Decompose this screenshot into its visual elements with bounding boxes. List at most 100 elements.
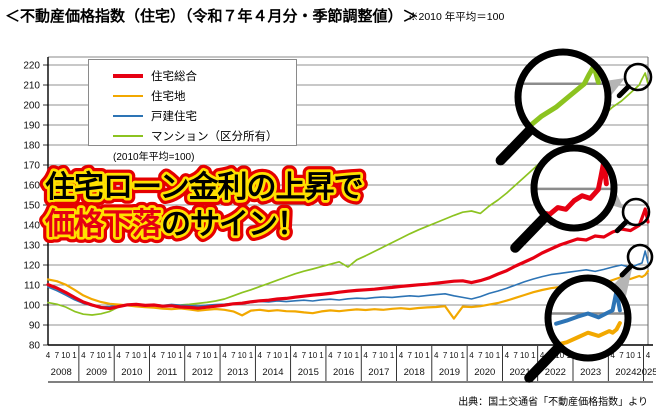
month-tick-label: 1 <box>284 351 289 360</box>
month-tick-label: 4 <box>434 351 439 360</box>
month-tick-label: 10 <box>520 351 529 360</box>
magnified-series-line <box>554 321 622 347</box>
magnifier-handle <box>495 124 536 166</box>
month-tick-label: 7 <box>125 351 130 360</box>
year-label: 2013 <box>227 367 248 378</box>
month-tick-label: 1 <box>72 351 77 360</box>
legend-line-swatch <box>113 135 143 137</box>
year-label: 2025 <box>636 367 656 378</box>
legend-item-2: 住宅地 <box>89 86 296 106</box>
y-tick-label: 90 <box>29 321 41 332</box>
magnifier-decorations <box>495 48 654 383</box>
small-magnifier-handle <box>614 219 629 234</box>
month-tick-label: 10 <box>414 351 423 360</box>
legend-line-swatch <box>113 115 143 117</box>
magnified-series-line <box>539 159 609 217</box>
month-tick-label: 7 <box>372 351 377 360</box>
headline-line1-outline: 住宅ローン金利の上昇で <box>45 170 363 204</box>
month-tick-label: 7 <box>266 351 271 360</box>
headline-line2: 価格下落のサイン！ <box>44 208 306 241</box>
month-tick-label: 1 <box>108 351 113 360</box>
headline-line2-rest-outline: のサイン！ <box>161 208 306 241</box>
small-magnifier-ring <box>623 62 653 92</box>
magnifier-mansion-icon <box>495 48 653 166</box>
magnifier-handle <box>510 211 551 253</box>
month-tick-label: 7 <box>160 351 165 360</box>
month-tick-label: 1 <box>390 351 395 360</box>
year-label: 2014 <box>262 367 283 378</box>
magnifier-ring <box>544 274 632 362</box>
legend-line-swatch <box>113 74 143 78</box>
month-tick-label: 10 <box>61 351 70 360</box>
headline-overlay: 住宅ローン金利の上昇で 住宅ローン金利の上昇で 価格下落のサイン！ 価格下落のサ… <box>38 164 370 247</box>
y-tick-label: 100 <box>23 301 40 312</box>
year-label: 2010 <box>121 367 142 378</box>
y-tick-label: 130 <box>23 241 40 252</box>
magnifier-handle <box>524 341 565 383</box>
month-tick-label: 10 <box>344 351 353 360</box>
month-tick-label: 1 <box>249 351 254 360</box>
y-tick-label: 170 <box>23 161 40 172</box>
year-label: 2020 <box>474 367 495 378</box>
month-tick-label: 10 <box>555 351 564 360</box>
year-label: 2021 <box>509 367 530 378</box>
magnified-content <box>537 159 611 217</box>
headline-line2-em: 価格下落 <box>44 208 163 241</box>
legend-item-1: 住宅総合 <box>89 66 296 86</box>
month-tick-label: 1 <box>178 351 183 360</box>
month-tick-label: 10 <box>308 351 317 360</box>
month-tick-label: 10 <box>379 351 388 360</box>
month-tick-label: 10 <box>202 351 211 360</box>
y-tick-label: 120 <box>23 261 40 272</box>
magnifier-ring <box>514 48 612 146</box>
year-label: 2016 <box>333 367 354 378</box>
y-tick-label: 180 <box>23 141 40 152</box>
month-tick-label: 1 <box>143 351 148 360</box>
month-tick-label: 4 <box>646 351 651 360</box>
month-tick-label: 1 <box>213 351 218 360</box>
month-tick-label: 10 <box>626 351 635 360</box>
magnifier-sogo-icon <box>510 144 651 253</box>
month-tick-label: 10 <box>132 351 141 360</box>
month-tick-label: 7 <box>302 351 307 360</box>
year-label: 2019 <box>439 367 460 378</box>
y-tick-label: 110 <box>24 281 40 292</box>
y-tick-label: 80 <box>29 341 41 352</box>
year-label: 2023 <box>580 367 601 378</box>
month-tick-label: 1 <box>355 351 360 360</box>
month-tick-label: 4 <box>505 351 510 360</box>
legend-base-note: (2010年平均=100) <box>113 152 195 163</box>
month-tick-label: 4 <box>469 351 474 360</box>
legend-box: 住宅総合住宅地 戸建住宅マンション（区分所有） <box>88 59 297 146</box>
month-tick-label: 10 <box>167 351 176 360</box>
month-tick-label: 7 <box>196 351 201 360</box>
month-tick-label: 1 <box>425 351 430 360</box>
source-credit: 出典：国土交通省「不動産価格指数」より <box>458 397 648 408</box>
month-tick-label: 10 <box>96 351 105 360</box>
month-tick-label: 4 <box>46 351 51 360</box>
month-tick-label: 7 <box>337 351 342 360</box>
legend-item-label: 住宅総合 <box>151 71 197 83</box>
year-label: 2024 <box>615 367 636 378</box>
year-label: 2018 <box>404 367 425 378</box>
month-tick-label: 1 <box>637 351 642 360</box>
month-tick-label: 7 <box>443 351 448 360</box>
month-tick-label: 7 <box>55 351 60 360</box>
month-tick-label: 10 <box>449 351 458 360</box>
page-title: ＜不動産価格指数（住宅）（令和７年４月分・季節調整値）＞ <box>5 8 418 25</box>
month-tick-label: 1 <box>460 351 465 360</box>
month-tick-label: 4 <box>293 351 298 360</box>
month-tick-label: 4 <box>187 351 192 360</box>
legend-item-label: マンション（区分所有） <box>151 131 278 143</box>
small-magnifier-ring <box>621 197 651 227</box>
legend-item-3: 戸建住宅 <box>89 106 296 126</box>
magnified-series-line <box>554 289 622 326</box>
y-tick-label: 140 <box>23 221 40 232</box>
y-tick-label: 210 <box>23 81 40 92</box>
headline-line1: 住宅ローン金利の上昇で <box>45 170 363 204</box>
y-tick-label: 190 <box>23 121 40 132</box>
month-tick-label: 10 <box>485 351 494 360</box>
month-tick-label: 4 <box>363 351 368 360</box>
